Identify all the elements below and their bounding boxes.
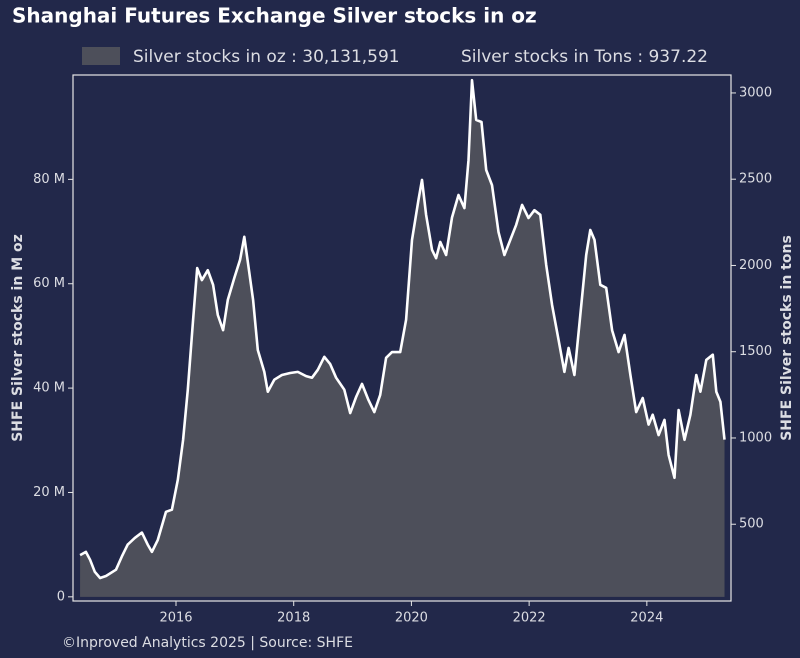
x-tick-label: 2018 (277, 611, 310, 626)
y-axis-label: SHFE Silver stocks in M oz (10, 234, 26, 442)
y-tick-label: 20 M (33, 485, 65, 500)
x-tick-label: 2022 (513, 611, 546, 626)
y2-axis-label: SHFE Silver stocks in tons (779, 235, 795, 441)
plot-frame (72, 74, 732, 602)
y2-tick-label: 2500 (739, 172, 772, 187)
y2-tick-label: 3000 (739, 85, 772, 100)
legend-note: Silver stocks in Tons : 937.22 (461, 47, 708, 67)
y-tick-label: 0 (57, 589, 65, 604)
x-tick-label: 2016 (159, 611, 192, 626)
y2-tick-label: 1500 (739, 344, 772, 359)
x-tick-label: 2024 (630, 611, 663, 626)
y2-tick-label: 500 (739, 517, 764, 532)
footer: ©Inproved Analytics 2025 | Source: SHFE (62, 635, 353, 651)
line (79, 78, 726, 580)
legend-swatch (82, 47, 120, 65)
area (80, 80, 725, 597)
legend-label: Silver stocks in oz : 30,131,591 (133, 47, 400, 67)
y2-tick-label: 1000 (739, 430, 772, 445)
y2-tick-label: 2000 (739, 258, 772, 273)
chart-title: Shanghai Futures Exchange Silver stocks … (12, 4, 537, 28)
x-tick-label: 2020 (395, 611, 428, 626)
y-tick-label: 60 M (33, 276, 65, 291)
y-tick-label: 80 M (33, 172, 65, 187)
y-tick-label: 40 M (33, 381, 65, 396)
